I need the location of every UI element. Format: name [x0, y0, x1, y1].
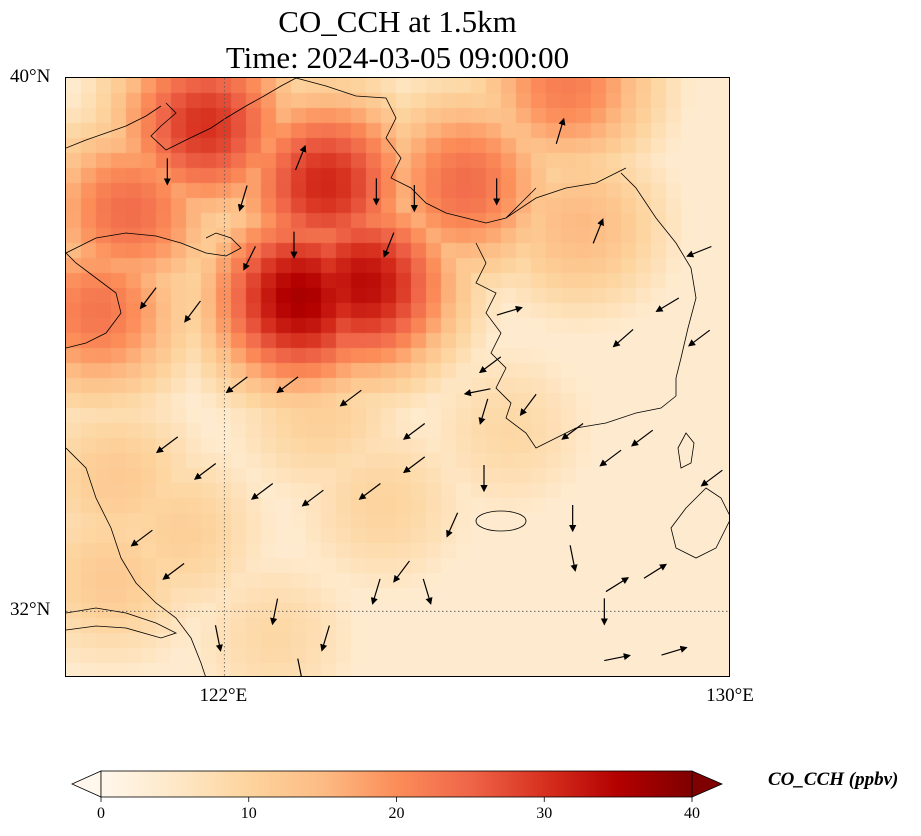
coastline-korea-east	[620, 172, 697, 396]
wind-vector-28	[358, 483, 381, 500]
wind-vector-22	[402, 423, 426, 440]
gridlines	[66, 78, 729, 676]
wind-vector-34	[446, 512, 459, 538]
jeju-island	[475, 510, 527, 532]
border-nk-china	[505, 167, 627, 219]
wind-vector-12	[243, 246, 257, 271]
wind-vector-1	[237, 185, 248, 212]
colorbar-body	[100, 770, 693, 798]
wind-vector-19	[276, 376, 299, 394]
colorbar-tick-20: 20	[388, 805, 405, 822]
colorbar-tick-30: 30	[536, 805, 553, 822]
wind-vector-21	[463, 388, 491, 397]
coastline-korea-west	[475, 242, 677, 449]
colorbar-label: CO_CCH (ppbv)	[768, 769, 899, 790]
wind-vector-53	[661, 645, 688, 656]
wind-vector-63	[643, 563, 668, 579]
lon-tick-122e: 122°E	[199, 685, 248, 706]
colorbar-tick-40: 40	[684, 805, 700, 822]
wind-vector-64	[478, 398, 489, 425]
wind-vector-7	[592, 218, 604, 244]
wind-vector-23	[478, 356, 502, 374]
wind-vector-66	[561, 423, 584, 440]
lat-tick-40n: 40°N	[10, 66, 51, 87]
wind-vector-43	[214, 625, 223, 652]
wind-vector-9	[655, 297, 680, 312]
wind-vector-38	[370, 578, 381, 605]
map-overlay	[66, 78, 729, 676]
wind-vector-18	[225, 376, 248, 394]
wind-vector-24	[155, 436, 179, 454]
wind-vector-8	[686, 245, 712, 258]
title-line-1: CO_CCH at 1.5km	[278, 4, 517, 39]
coastline-bohai-north	[66, 105, 162, 149]
wind-vector-62	[605, 577, 630, 593]
coastline-kyushu	[670, 487, 729, 559]
lat-tick-32n: 32°N	[10, 599, 51, 621]
wind-vector-52	[604, 653, 631, 662]
wind-vector-27	[301, 489, 324, 507]
wind-vector-25	[193, 463, 217, 480]
wind-vector-65	[519, 393, 537, 417]
lon-tick-130e: 130°E	[706, 685, 754, 706]
wind-vector-31	[700, 469, 723, 487]
colorbar-extend-low	[71, 770, 102, 798]
wind-vector-39	[422, 578, 433, 605]
wind-vector-10	[139, 287, 157, 310]
wind-vector-29	[402, 456, 426, 474]
wind-vector-16	[612, 328, 634, 348]
wind-vector-11	[184, 300, 201, 323]
wind-vector-32	[130, 529, 153, 547]
wind-vector-20	[339, 389, 362, 407]
wind-vector-14	[383, 232, 395, 258]
coastline-liaodong	[150, 78, 297, 151]
wind-vector-30	[630, 429, 654, 447]
wind-vector-15	[496, 305, 523, 316]
coastline-nk-west	[295, 78, 537, 224]
coastline-tsushima	[677, 432, 695, 469]
map-panel[interactable]	[65, 77, 730, 677]
coastline-yangtze	[66, 607, 178, 639]
coastline-china-east	[66, 447, 206, 676]
wind-vector-37	[320, 625, 330, 652]
coastline-shandong	[66, 232, 242, 349]
wind-vector-26	[250, 483, 274, 500]
wind-vector-35	[393, 560, 410, 583]
colorbar-extend-high	[691, 770, 724, 798]
wind-vector-67	[599, 449, 622, 467]
wind-vector-33	[162, 563, 185, 580]
title-line-2: Time: 2024-03-05 09:00:00	[225, 40, 570, 75]
colorbar-tick-0: 0	[97, 805, 105, 822]
wind-vector-40	[569, 545, 578, 572]
wind-vector-17	[687, 329, 711, 347]
wind-vector-36	[270, 598, 279, 626]
wind-vector-2	[294, 144, 307, 171]
wind-vector-6	[555, 117, 566, 144]
wind-vector-42	[297, 658, 302, 676]
colorbar-tick-10: 10	[240, 805, 257, 822]
